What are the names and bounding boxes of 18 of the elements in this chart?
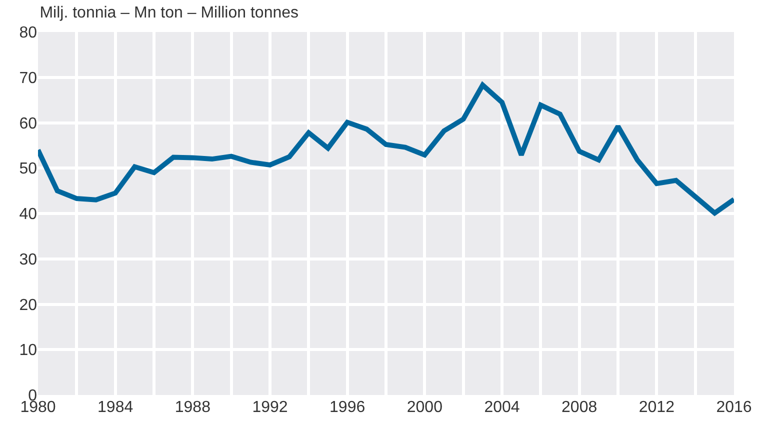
y-tick-label: 80 (19, 24, 38, 42)
x-tick-label: 2004 (484, 399, 520, 416)
x-tick-label: 2008 (562, 399, 598, 416)
x-tick-label: 1988 (174, 399, 211, 416)
x-tick-label: 2012 (638, 399, 675, 416)
y-tick-label: 50 (19, 160, 38, 178)
y-tick-label: 60 (19, 115, 38, 132)
y-tick-label: 20 (19, 296, 38, 314)
x-tick-label: 1984 (98, 399, 134, 416)
x-tick-label: 2016 (716, 399, 752, 416)
y-tick-label: 30 (19, 251, 38, 268)
x-tick-label: 2000 (406, 399, 443, 416)
chart-title: Milj. tonnia – Mn ton – Million tonnes (40, 4, 299, 22)
y-tick-label: 70 (19, 70, 38, 87)
y-tick-label: 40 (19, 206, 38, 224)
y-tick-label: 10 (19, 342, 38, 360)
x-tick-label: 1992 (252, 399, 288, 416)
x-tick-label: 1996 (330, 399, 366, 416)
